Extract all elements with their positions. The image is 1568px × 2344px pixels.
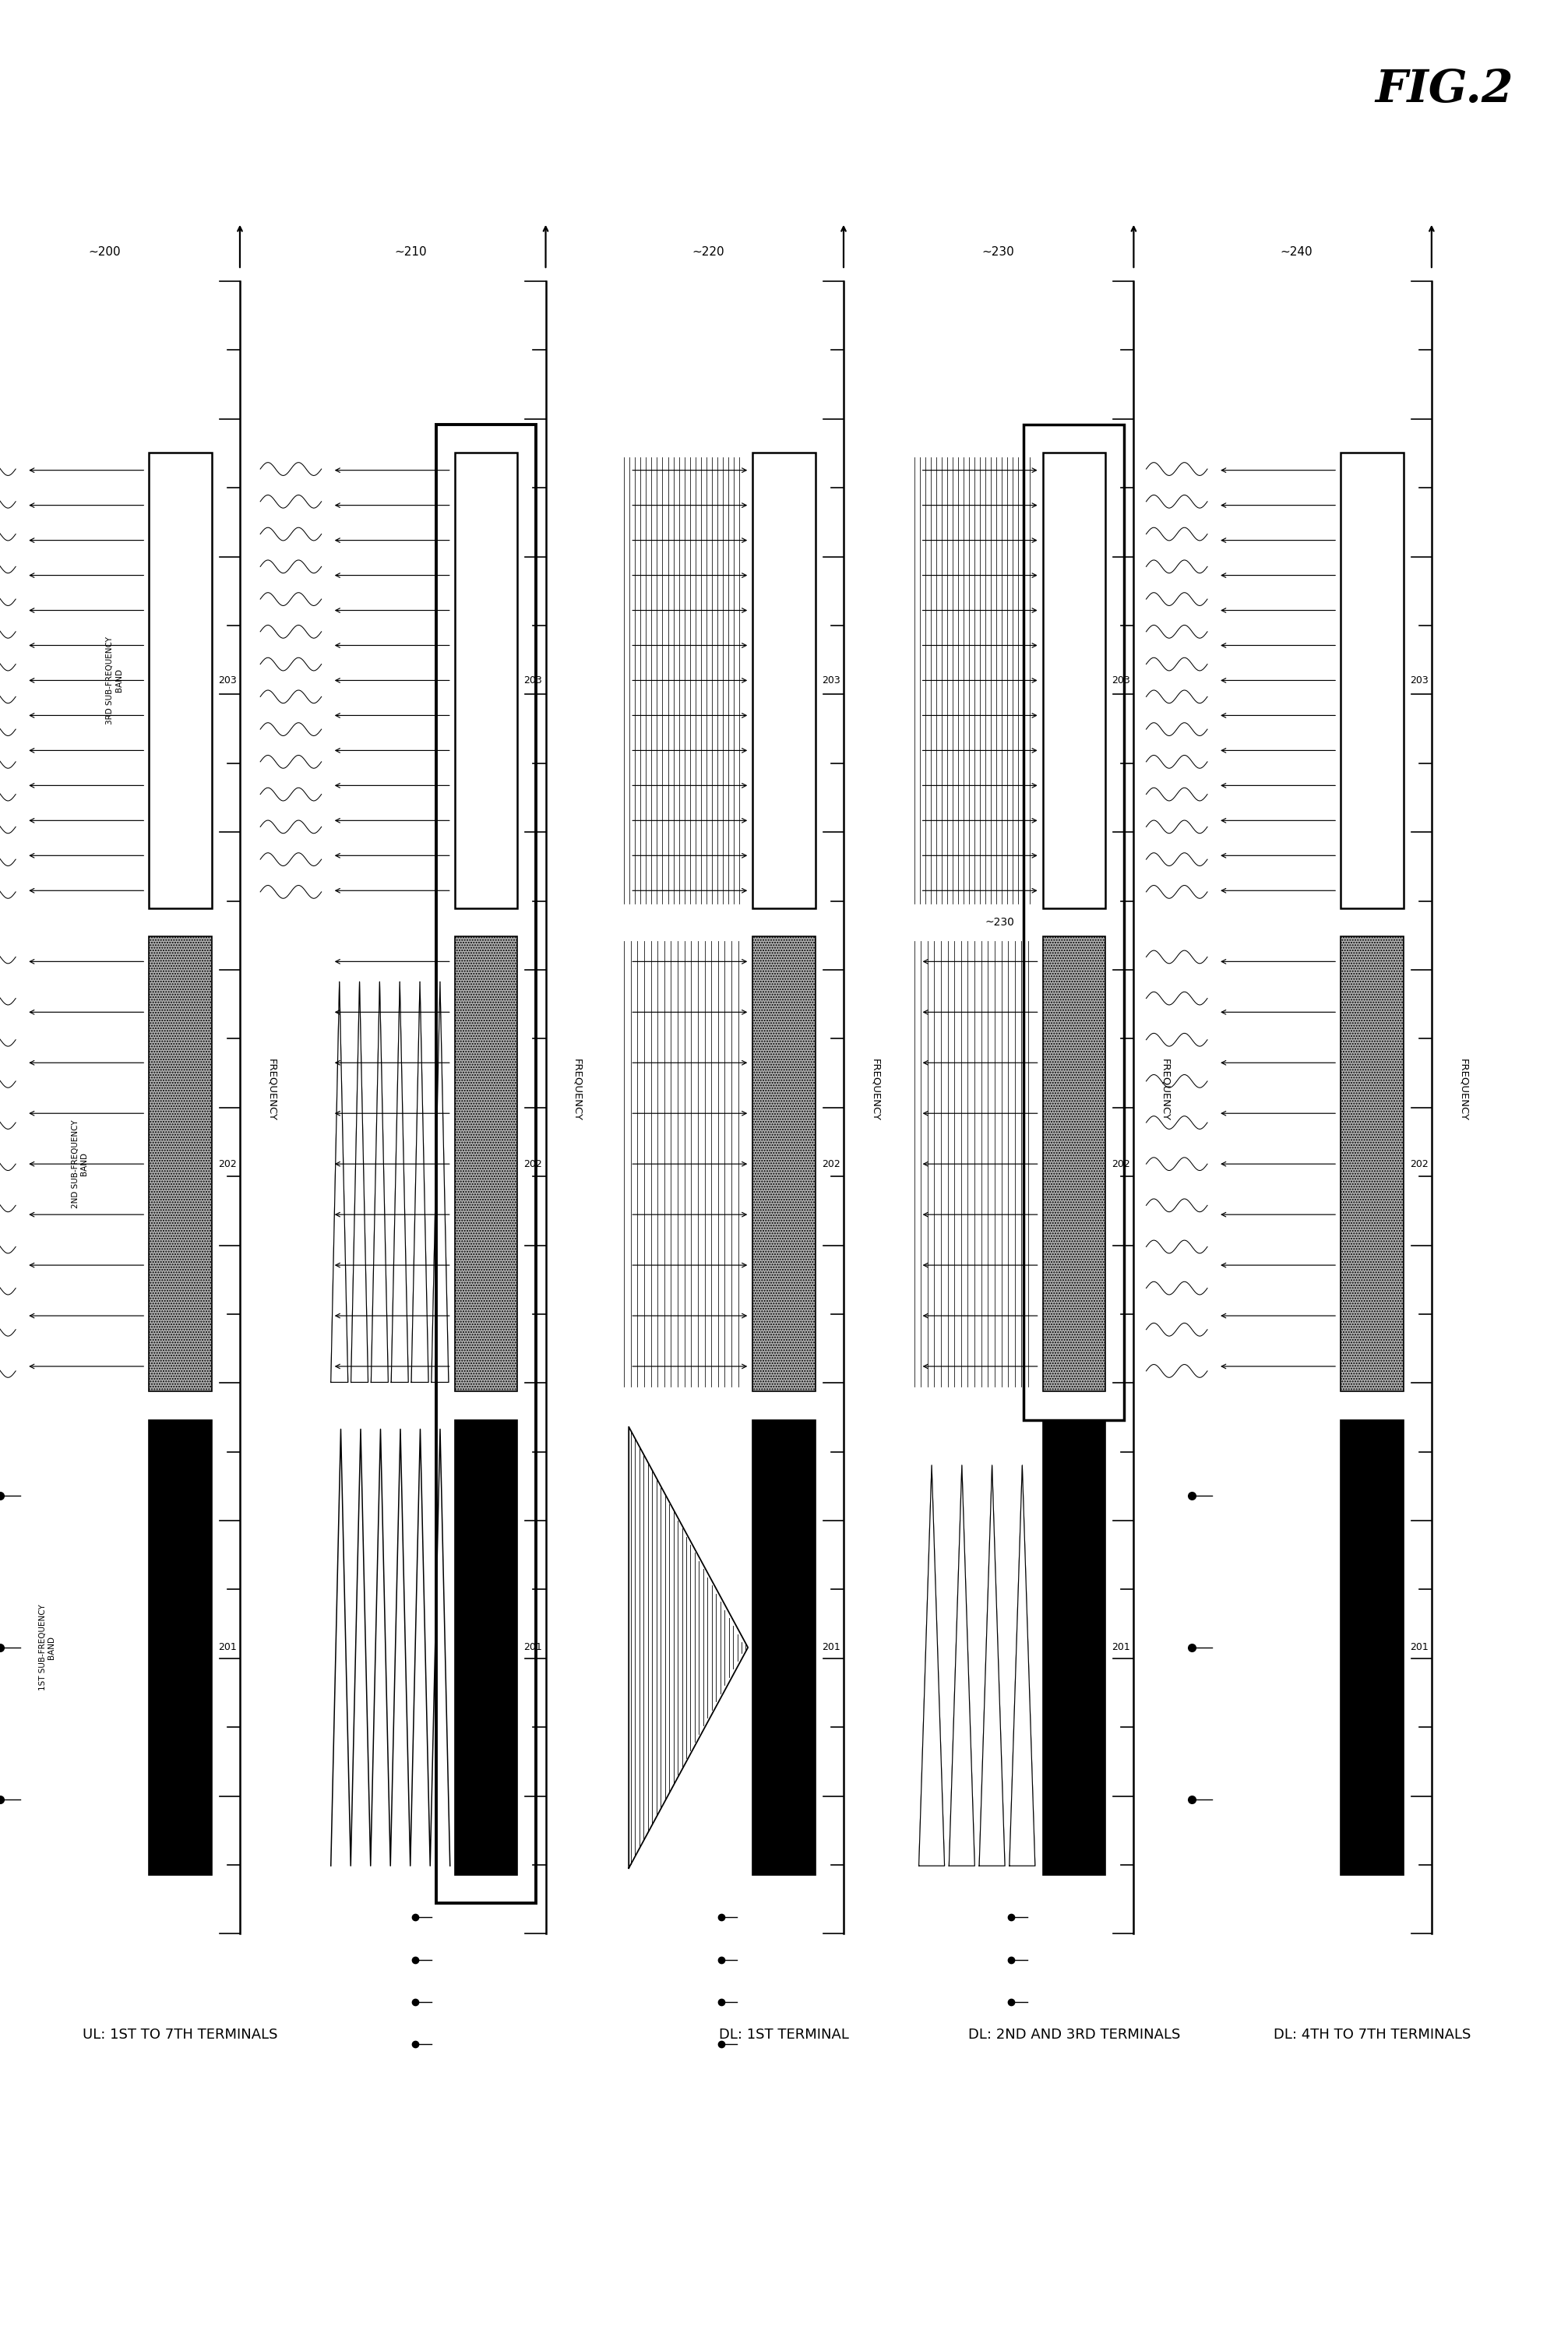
Bar [455, 935, 517, 1392]
Text: 3RD SUB-FREQUENCY
BAND: 3RD SUB-FREQUENCY BAND [107, 638, 122, 724]
Text: ~200: ~200 [88, 246, 121, 258]
Text: 2ND SUB-FREQUENCY
BAND: 2ND SUB-FREQUENCY BAND [72, 1120, 88, 1207]
Text: 203: 203 [218, 675, 237, 684]
Bar [1043, 935, 1105, 1392]
Polygon shape [978, 1465, 1005, 1866]
Text: FREQUENCY: FREQUENCY [870, 1059, 880, 1120]
Text: 201: 201 [218, 1643, 237, 1653]
Polygon shape [431, 982, 448, 1383]
Bar [1043, 452, 1105, 907]
Text: 202: 202 [822, 1158, 840, 1170]
Text: FREQUENCY: FREQUENCY [1458, 1059, 1468, 1120]
Text: FREQUENCY: FREQUENCY [572, 1059, 582, 1120]
Polygon shape [1010, 1465, 1035, 1866]
Text: ~210: ~210 [394, 246, 426, 258]
Text: UL: 1ST TO 7TH TERMINALS: UL: 1ST TO 7TH TERMINALS [83, 2028, 278, 2042]
Bar [753, 1420, 815, 1875]
Text: 201: 201 [1410, 1643, 1428, 1653]
Text: 203: 203 [524, 675, 543, 684]
Polygon shape [919, 1465, 944, 1866]
Text: 1ST SUB-FREQUENCY
BAND: 1ST SUB-FREQUENCY BAND [39, 1603, 55, 1690]
Text: 202: 202 [1410, 1158, 1428, 1170]
Text: 202: 202 [524, 1158, 543, 1170]
Polygon shape [390, 982, 408, 1383]
Text: FREQUENCY: FREQUENCY [1160, 1059, 1170, 1120]
Bar [149, 935, 212, 1392]
Polygon shape [949, 1465, 975, 1866]
Bar [753, 935, 815, 1392]
Text: 201: 201 [524, 1643, 543, 1653]
Bar [1341, 935, 1403, 1392]
Bar [753, 452, 815, 907]
Bar [455, 1420, 517, 1875]
Text: 203: 203 [1410, 675, 1428, 684]
Bar [149, 935, 212, 1392]
Text: ~220: ~220 [691, 246, 724, 258]
Bar [1043, 935, 1105, 1392]
Text: 201: 201 [1112, 1643, 1131, 1653]
Bar [149, 1420, 212, 1875]
Text: ~230: ~230 [982, 246, 1014, 258]
Polygon shape [411, 982, 428, 1383]
Bar [753, 935, 815, 1392]
Bar [1024, 424, 1124, 1420]
Text: ~240: ~240 [1279, 246, 1312, 258]
Text: 203: 203 [822, 675, 840, 684]
Text: FREQUENCY: FREQUENCY [267, 1059, 276, 1120]
Bar [1341, 452, 1403, 907]
Text: FIG.2: FIG.2 [1375, 68, 1513, 113]
Text: 201: 201 [822, 1643, 840, 1653]
Bar [455, 452, 517, 907]
Text: DL: 1ST TERMINAL: DL: 1ST TERMINAL [720, 2028, 848, 2042]
Polygon shape [331, 982, 348, 1383]
Bar [1043, 1420, 1105, 1875]
Bar [1341, 1420, 1403, 1875]
Text: 202: 202 [218, 1158, 237, 1170]
Bar [436, 424, 536, 1903]
Polygon shape [351, 982, 368, 1383]
Polygon shape [372, 982, 389, 1383]
Text: 202: 202 [1112, 1158, 1131, 1170]
Text: 203: 203 [1112, 675, 1131, 684]
Bar [455, 935, 517, 1392]
Text: DL: 4TH TO 7TH TERMINALS: DL: 4TH TO 7TH TERMINALS [1273, 2028, 1471, 2042]
Bar [149, 452, 212, 907]
Bar [1341, 935, 1403, 1392]
Text: ~230: ~230 [985, 917, 1014, 928]
Text: DL: 2ND AND 3RD TERMINALS: DL: 2ND AND 3RD TERMINALS [967, 2028, 1181, 2042]
